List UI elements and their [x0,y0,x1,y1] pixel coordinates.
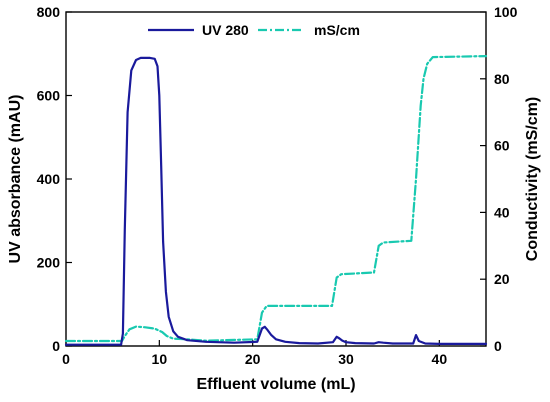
x-tick-label: 10 [152,351,168,367]
left-y-tick-label: 600 [37,88,61,104]
series-line-uv280 [64,56,488,346]
right-y-tick-label: 60 [494,138,510,154]
right-y-tick-label: 0 [494,338,502,354]
series-line-conductivity [64,54,488,343]
right-y-tick-label: 80 [494,71,510,87]
left-y-axis-title: UV absorbance (mAU) [7,95,24,264]
left-y-tick-label: 800 [37,4,61,20]
left-y-tick-label: 200 [37,255,61,271]
x-tick-label: 20 [245,351,261,367]
right-y-tick-label: 40 [494,204,510,220]
legend: UV 280 mS/cm [148,22,360,38]
x-tick-label: 0 [62,351,70,367]
left-y-tick-label: 400 [37,171,61,187]
right-y-tick-label: 20 [494,271,510,287]
legend-label-conductivity: mS/cm [314,22,360,38]
right-y-tick-label: 100 [494,4,518,20]
x-tick-label: 30 [338,351,354,367]
x-tick-label: 40 [432,351,448,367]
legend-label-uv280: UV 280 [202,22,249,38]
series-layer [64,54,488,346]
right-y-axis-title: Conductivity (mS/cm) [524,97,541,261]
left-y-tick-label: 0 [52,338,60,354]
x-axis-title: Effluent volume (mL) [196,376,355,393]
plot-frame [65,11,487,347]
